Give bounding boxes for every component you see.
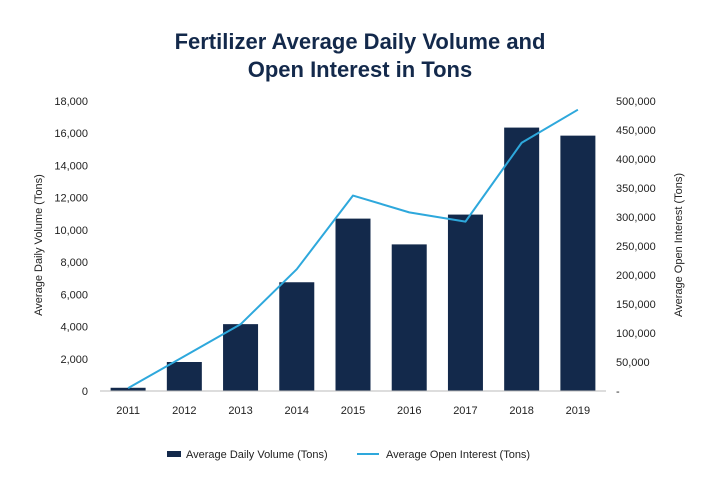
y2-tick-label: 350,000	[616, 183, 656, 195]
legend-bar-swatch	[167, 451, 181, 457]
x-tick-label: 2013	[228, 405, 252, 417]
y2-tick-label: 100,000	[616, 328, 656, 340]
bar-2019	[560, 135, 596, 391]
line-series	[127, 108, 579, 389]
y-tick-label: 16,000	[54, 128, 88, 140]
bar-series	[110, 127, 596, 391]
bar-2014	[279, 282, 315, 391]
y-tick-label: 12,000	[54, 193, 88, 205]
y-axis-ticks: 0 2,000 4,000 6,000 8,000 10,000 12,000 14,000 1…	[54, 96, 88, 398]
x-tick-label: 2016	[397, 405, 421, 417]
y2-tick-label: 150,000	[616, 299, 656, 311]
x-tick-label: 2015	[341, 405, 365, 417]
bar-2015	[335, 218, 371, 391]
y2-tick-label: 250,000	[616, 241, 656, 253]
legend: Average Daily Volume (Tons) Average Open…	[167, 449, 530, 461]
y-tick-label: 6,000	[60, 289, 88, 301]
y2-tick-label: 200,000	[616, 270, 656, 282]
bar-2012	[166, 362, 202, 391]
x-tick-label: 2018	[509, 405, 533, 417]
y2-tick-label: -	[616, 386, 620, 398]
y-tick-label: 14,000	[54, 160, 88, 172]
y-tick-label: 2,000	[60, 354, 88, 366]
y2-tick-label: 500,000	[616, 96, 656, 108]
x-tick-label: 2012	[172, 405, 196, 417]
y2-tick-label: 50,000	[616, 357, 650, 369]
bar-2016	[391, 244, 427, 391]
y2-tick-label: 300,000	[616, 212, 656, 224]
bar-2018	[504, 127, 540, 391]
y2-tick-label: 450,000	[616, 125, 656, 137]
x-tick-label: 2011	[116, 405, 140, 417]
x-axis-ticks: 2011 2012 2013 2014 2015 2016 2017 2018 2019	[116, 405, 590, 417]
y-tick-label: 0	[82, 386, 88, 398]
y-axis-label: Average Daily Volume (Tons)	[33, 174, 45, 316]
legend-bar-label: Average Daily Volume (Tons)	[186, 449, 328, 461]
y-tick-label: 8,000	[60, 257, 88, 269]
bar-2013	[223, 324, 259, 391]
legend-line-label: Average Open Interest (Tons)	[386, 449, 530, 461]
y2-axis-ticks: - 50,000 100,000 150,000 200,000 250,000 300,0…	[616, 96, 656, 398]
y2-axis-label: Average Open Interest (Tons)	[673, 173, 685, 317]
chart-title-line-2: Open Interest in Tons	[247, 57, 473, 82]
y-tick-label: 18,000	[54, 96, 88, 108]
bar-2011	[110, 387, 146, 391]
x-tick-label: 2017	[453, 405, 477, 417]
y2-tick-label: 400,000	[616, 154, 656, 166]
x-tick-label: 2014	[285, 405, 309, 417]
x-tick-label: 2019	[566, 405, 590, 417]
chart-title-line-1: Fertilizer Average Daily Volume and	[174, 29, 546, 54]
chart-title: Fertilizer Average Daily Volume and Open…	[0, 28, 720, 84]
bar-2017	[447, 214, 483, 391]
y-tick-label: 4,000	[60, 322, 88, 334]
y-tick-label: 10,000	[54, 225, 88, 237]
